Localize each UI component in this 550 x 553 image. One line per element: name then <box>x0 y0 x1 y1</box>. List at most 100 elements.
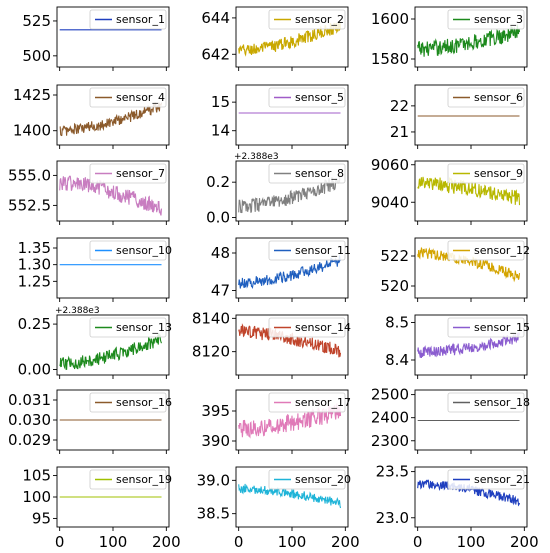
series-line-sensor_12 <box>417 246 521 283</box>
y-tick-label: 2300 <box>371 432 409 450</box>
y-tick-label: 0.030 <box>8 411 51 429</box>
y-tick-label: 1.35 <box>18 239 51 257</box>
y-tick-label: 47 <box>211 282 230 300</box>
subplot-sensor_6: 22 21 sensor_6 <box>390 84 528 149</box>
series-line-sensor_2 <box>238 21 342 57</box>
subplot-sensor_17: 395 390 sensor_17 <box>201 389 351 454</box>
subplot-sensor_3: 1600 1580 sensor_3 <box>371 6 528 71</box>
y-tick-label: 23.5 <box>376 463 409 481</box>
y-tick-label: 8140 <box>192 309 230 327</box>
y-tick-label: 520 <box>380 277 409 295</box>
y-tick-label: 0.029 <box>8 431 51 449</box>
legend-box <box>268 469 346 490</box>
legend-label: sensor_3 <box>474 13 523 26</box>
y-tick-label: 14 <box>211 122 230 140</box>
legend-box <box>447 317 525 338</box>
subplot-sensor_12: 522 520 sensor_12 <box>380 237 530 302</box>
legend-label: sensor_17 <box>295 396 351 409</box>
y-tick-label: 555.0 <box>8 166 51 184</box>
x-tick-label: 100 <box>99 533 128 551</box>
y-tick-label: 644 <box>201 9 230 27</box>
legend-box <box>447 163 525 184</box>
y-tick-label: 1.25 <box>18 272 51 290</box>
x-tick-label: 0 <box>55 533 65 551</box>
x-tick-label: 0 <box>413 533 423 551</box>
series-line-sensor_8 <box>238 174 342 214</box>
legend-label: sensor_10 <box>116 244 172 257</box>
legend-box <box>447 392 525 413</box>
y-tick-label: 552.5 <box>8 196 51 214</box>
x-tick-label: 200 <box>152 533 181 551</box>
legend-box <box>447 469 525 490</box>
y-tick-label: 22 <box>390 97 409 115</box>
legend-label: sensor_18 <box>474 396 530 409</box>
legend-label: sensor_5 <box>295 91 344 104</box>
legend-label: sensor_1 <box>116 13 165 26</box>
y-tick-label: 105 <box>22 467 51 485</box>
subplot-sensor_19: 105 100 950 100 200 sensor_19 <box>22 466 181 551</box>
legend-label: sensor_7 <box>116 167 165 180</box>
legend-label: sensor_4 <box>116 91 165 104</box>
legend-label: sensor_2 <box>295 13 344 26</box>
x-tick-label: 100 <box>278 533 307 551</box>
y-tick-label: 642 <box>201 45 230 63</box>
legend-box <box>447 240 525 261</box>
legend-label: sensor_9 <box>474 167 523 180</box>
subplot-sensor_13: 0.25 0.00 +2.388e3 sensor_13 <box>18 306 172 379</box>
legend-label: sensor_20 <box>295 473 351 486</box>
y-tick-label: 39.0 <box>197 471 230 489</box>
subplot-sensor_15: 8.5 8.4 sensor_15 <box>385 314 530 379</box>
series-line-sensor_9 <box>417 176 521 206</box>
y-tick-label: 1425 <box>13 86 51 104</box>
y-tick-label: 2400 <box>371 409 409 427</box>
x-tick-label: 0 <box>234 533 244 551</box>
y-tick-label: 23.0 <box>376 509 409 527</box>
y-tick-label: 8.4 <box>385 351 409 369</box>
legend-box <box>268 87 346 108</box>
legend-box <box>268 240 346 261</box>
y-tick-label: 0.00 <box>18 361 51 379</box>
series-line-sensor_11 <box>238 255 341 290</box>
y-tick-label: 1580 <box>371 50 409 68</box>
y-tick-label: 0.25 <box>18 315 51 333</box>
legend-box <box>89 163 167 184</box>
y-tick-label: 9060 <box>371 156 409 174</box>
legend-label: sensor_13 <box>116 321 172 334</box>
y-tick-label: 15 <box>211 93 230 111</box>
y-tick-label: 500 <box>22 47 51 65</box>
legend-box <box>89 392 167 413</box>
y-tick-label: 525 <box>22 12 51 30</box>
x-tick-label: 200 <box>510 533 539 551</box>
subplot-sensor_10: 1.351.301.25 sensor_10 <box>18 237 172 302</box>
subplot-sensor_7: 555.0 552.5 sensor_7 <box>8 160 170 225</box>
subplot-sensor_21: 23.5 23.00 100 200 sensor_21 <box>376 463 539 551</box>
axis-offset-label: +2.388e3 <box>234 152 279 162</box>
legend-label: sensor_14 <box>295 321 351 334</box>
legend-label: sensor_15 <box>474 321 530 334</box>
subplot-sensor_14: 8140 8120 sensor_14 <box>192 309 351 379</box>
y-tick-label: 0.031 <box>8 391 51 409</box>
subplot-sensor_1: 525 500 sensor_1 <box>22 6 170 71</box>
legend-label: sensor_16 <box>116 396 172 409</box>
y-tick-label: 1400 <box>13 122 51 140</box>
y-tick-label: 21 <box>390 123 409 141</box>
y-tick-label: 395 <box>201 402 230 420</box>
y-tick-label: 2500 <box>371 386 409 404</box>
x-tick-label: 100 <box>457 533 486 551</box>
series-line-sensor_7 <box>59 175 163 216</box>
y-tick-label: 0.2 <box>206 173 230 191</box>
subplot-sensor_9: 9060 9040 sensor_9 <box>371 156 528 225</box>
series-line-sensor_20 <box>238 483 342 509</box>
legend-box <box>447 87 525 108</box>
series-line-sensor_14 <box>238 323 342 358</box>
series-line-sensor_3 <box>417 24 521 57</box>
legend-label: sensor_12 <box>474 244 530 257</box>
y-tick-label: 48 <box>211 244 230 262</box>
legend-box <box>89 469 167 490</box>
legend-box <box>268 163 346 184</box>
y-tick-label: 522 <box>380 247 409 265</box>
series-line-sensor_13 <box>59 333 163 371</box>
legend-box <box>89 240 167 261</box>
axis-offset-label: +2.388e3 <box>55 306 100 316</box>
subplot-sensor_11: 48 47 sensor_11 <box>211 237 351 302</box>
